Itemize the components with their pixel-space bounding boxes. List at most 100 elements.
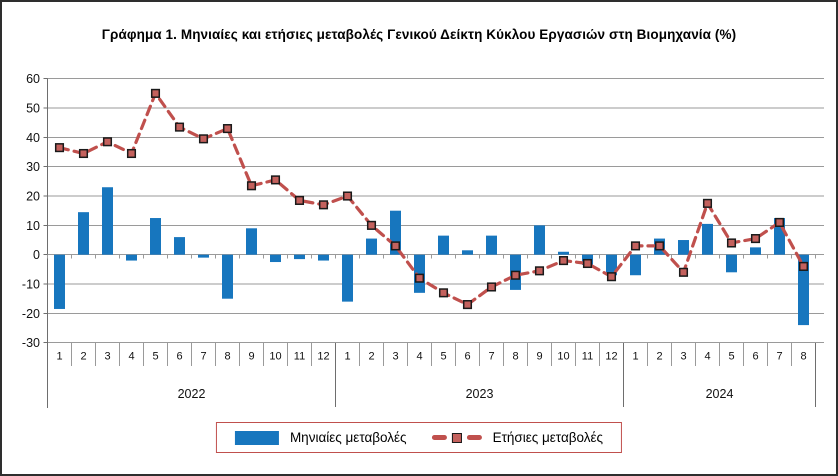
svg-text:4: 4 xyxy=(704,351,710,363)
svg-text:-20: -20 xyxy=(22,307,40,321)
svg-text:2: 2 xyxy=(656,351,662,363)
svg-text:11: 11 xyxy=(294,351,305,363)
svg-text:2: 2 xyxy=(80,351,86,363)
svg-text:4: 4 xyxy=(416,351,422,363)
marker-month-9 xyxy=(246,181,257,191)
svg-text:7: 7 xyxy=(776,351,782,363)
bar-month-3 xyxy=(390,210,401,255)
bar-month-5 xyxy=(726,254,737,273)
bar-month-9 xyxy=(246,228,257,255)
bar-month-7 xyxy=(486,235,497,255)
svg-text:9: 9 xyxy=(248,351,254,363)
svg-text:-10: -10 xyxy=(22,278,40,292)
marker-month-4 xyxy=(702,198,713,208)
svg-text:2022: 2022 xyxy=(178,387,206,401)
bar-month-2 xyxy=(366,238,377,255)
marker-month-6 xyxy=(462,300,473,310)
marker-month-2 xyxy=(366,220,377,230)
bar-month-4 xyxy=(126,254,137,261)
svg-text:3: 3 xyxy=(392,351,398,363)
svg-text:1: 1 xyxy=(56,351,62,363)
svg-text:1: 1 xyxy=(344,351,350,363)
marker-month-4 xyxy=(126,148,137,159)
marker-month-3 xyxy=(390,241,401,251)
svg-text:2: 2 xyxy=(368,351,374,363)
marker-month-10 xyxy=(558,256,569,266)
svg-text:6: 6 xyxy=(464,351,470,363)
marker-month-9 xyxy=(534,266,545,276)
svg-text:7: 7 xyxy=(200,351,206,363)
legend-line-swatch xyxy=(431,432,482,443)
bar-month-8 xyxy=(798,254,809,326)
bar-month-5 xyxy=(150,218,161,255)
marker-month-12 xyxy=(318,200,329,210)
bar-month-3 xyxy=(678,240,689,255)
legend-annual-label: Ετήσιες μεταβολές xyxy=(492,430,604,445)
svg-text:40: 40 xyxy=(26,131,40,145)
legend-monthly-label: Μηνιαίες μεταβολές xyxy=(289,430,407,445)
svg-text:30: 30 xyxy=(26,160,40,174)
svg-text:0: 0 xyxy=(33,248,40,262)
bar-month-4 xyxy=(702,223,713,255)
legend-bar-swatch xyxy=(234,430,279,445)
svg-text:2024: 2024 xyxy=(706,387,734,401)
bar-month-1 xyxy=(54,254,65,309)
svg-text:1: 1 xyxy=(632,351,638,363)
svg-text:12: 12 xyxy=(317,351,329,363)
marker-month-7 xyxy=(486,282,497,292)
marker-month-12 xyxy=(606,272,617,282)
marker-month-5 xyxy=(726,238,737,248)
svg-text:-30: -30 xyxy=(22,336,40,350)
marker-month-6 xyxy=(174,122,185,132)
bar-month-10 xyxy=(270,254,281,263)
svg-text:8: 8 xyxy=(224,351,230,363)
bar-month-12 xyxy=(318,254,329,261)
svg-text:3: 3 xyxy=(104,351,110,363)
legend-dash-icon xyxy=(466,435,482,440)
bar-month-3 xyxy=(102,187,113,255)
marker-month-7 xyxy=(774,217,785,227)
chart-title: Γράφημα 1. Μηνιαίες και ετήσιες μεταβολέ… xyxy=(101,27,737,42)
legend-dash-icon xyxy=(431,435,447,440)
bar-month-2 xyxy=(78,212,89,255)
bar-month-11 xyxy=(294,254,305,260)
marker-month-5 xyxy=(150,88,161,98)
svg-text:11: 11 xyxy=(582,351,593,363)
legend: Μηνιαίες μεταβολές Ετήσιες μεταβολές xyxy=(215,422,623,453)
marker-month-6 xyxy=(750,234,761,244)
legend-square-marker-icon xyxy=(451,432,462,443)
svg-text:4: 4 xyxy=(128,351,134,363)
bar-month-12 xyxy=(606,254,617,276)
svg-text:6: 6 xyxy=(752,351,758,363)
marker-month-1 xyxy=(630,241,641,251)
marker-month-8 xyxy=(798,261,809,271)
bar-month-6 xyxy=(174,237,185,255)
svg-text:7: 7 xyxy=(488,351,494,363)
marker-month-5 xyxy=(438,288,449,298)
svg-text:9: 9 xyxy=(536,351,542,363)
marker-month-3 xyxy=(678,267,689,277)
svg-text:8: 8 xyxy=(800,351,806,363)
svg-text:5: 5 xyxy=(728,351,734,363)
marker-month-3 xyxy=(102,137,113,147)
marker-month-11 xyxy=(582,258,593,269)
marker-month-10 xyxy=(270,175,281,185)
svg-text:10: 10 xyxy=(269,351,281,363)
svg-text:10: 10 xyxy=(26,219,40,233)
bar-month-5 xyxy=(438,235,449,255)
marker-month-1 xyxy=(342,191,353,201)
marker-month-8 xyxy=(222,124,233,134)
svg-text:5: 5 xyxy=(152,351,158,363)
svg-text:10: 10 xyxy=(557,351,569,363)
svg-text:12: 12 xyxy=(605,351,617,363)
bar-month-7 xyxy=(774,218,785,255)
svg-text:60: 60 xyxy=(26,72,40,86)
marker-month-4 xyxy=(414,273,425,283)
bar-month-8 xyxy=(222,254,233,299)
marker-month-1 xyxy=(54,143,65,153)
svg-text:6: 6 xyxy=(176,351,182,363)
marker-month-8 xyxy=(510,270,521,280)
svg-text:2023: 2023 xyxy=(466,387,494,401)
svg-text:3: 3 xyxy=(680,351,686,363)
